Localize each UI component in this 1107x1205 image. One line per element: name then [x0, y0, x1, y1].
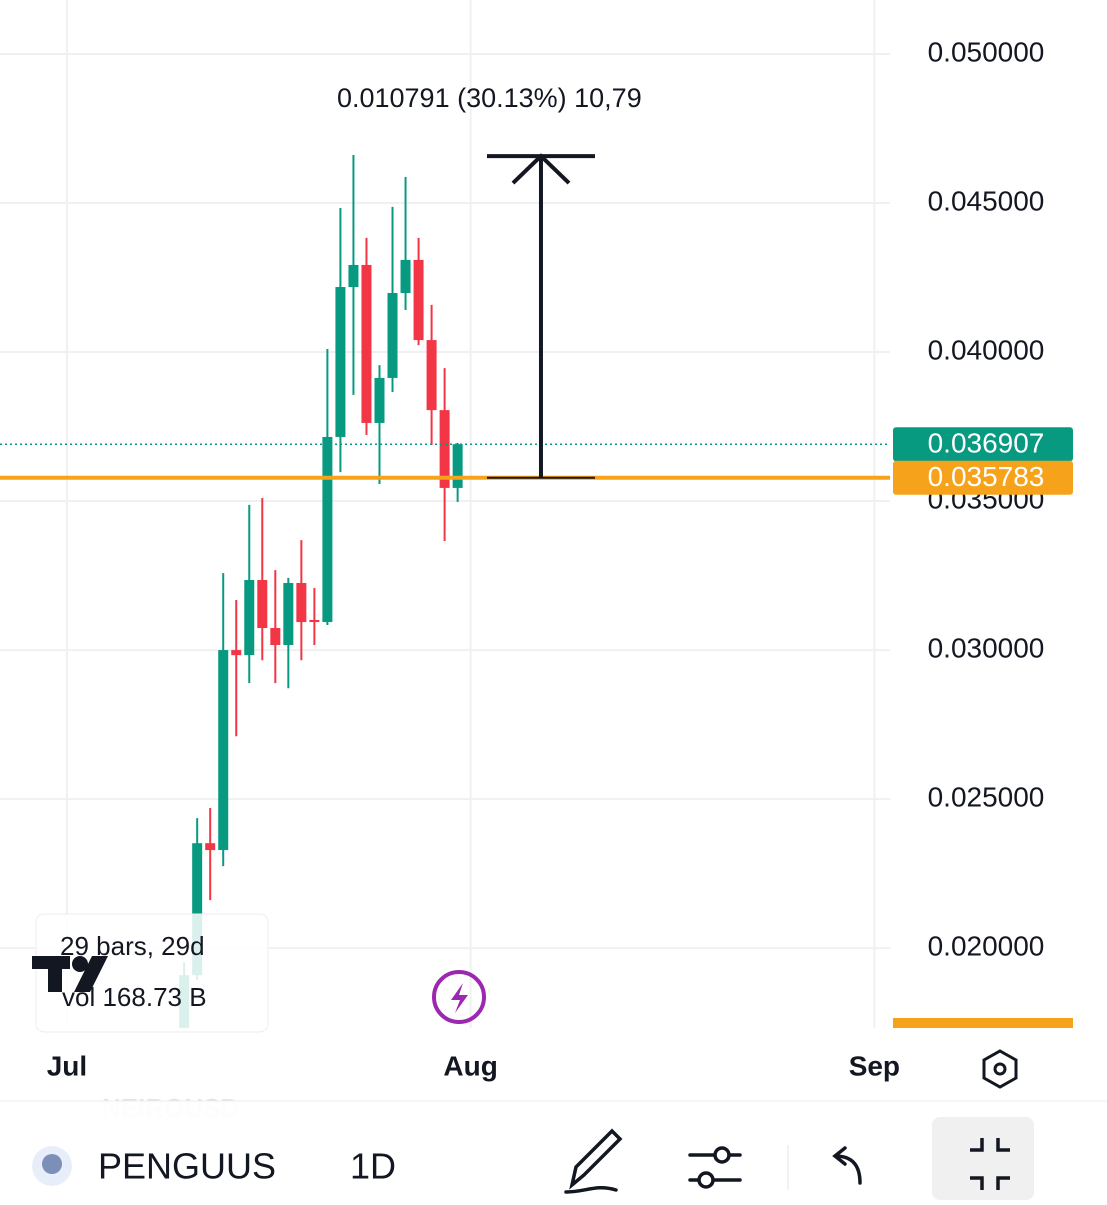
symbol[interactable]: PENGUUS [98, 1146, 276, 1187]
x-tick-label: Aug [443, 1050, 497, 1081]
candle-body [309, 619, 320, 623]
measure-head [511, 153, 571, 185]
candle-body [205, 843, 216, 851]
last-price-tag [893, 427, 1073, 462]
x-tick-label: Jul [47, 1050, 87, 1081]
y-tick-label: 0.030000 [928, 632, 1045, 663]
last-price-tag-label: 0.036907 [928, 428, 1045, 459]
info-bars: 29 bars, 29d [60, 931, 205, 961]
candle-body [348, 264, 359, 288]
candle-body [452, 444, 463, 488]
candle-body [270, 628, 281, 645]
x-tick-label: Sep [849, 1050, 900, 1081]
candle-body [413, 259, 424, 341]
candle-body [361, 264, 372, 423]
candle-body [439, 410, 450, 488]
candle-body [426, 340, 437, 411]
measure-label: 0.010791 (30.13%) 10,79 [337, 83, 642, 113]
slider-knob [697, 1171, 715, 1189]
candle-body [192, 843, 203, 976]
candle-body [400, 259, 411, 293]
candle-body [257, 580, 268, 629]
interval[interactable]: 1D [350, 1146, 396, 1187]
y-tick-label: 0.050000 [928, 36, 1045, 67]
level-tag-label: 0.035783 [928, 461, 1045, 492]
candle-body [283, 583, 294, 645]
candle-body [387, 292, 398, 378]
offscreen-price-tag [893, 1018, 1073, 1028]
symbol-icon[interactable] [32, 1146, 72, 1186]
candle-body [218, 650, 229, 851]
tv-logo [32, 956, 108, 992]
collapse-icon [970, 1138, 1010, 1190]
candle-body [335, 287, 346, 437]
candle-body [244, 580, 255, 656]
level-tag [893, 460, 1073, 495]
info-box: 29 bars, 29d vol 168.73 B [35, 913, 269, 1033]
y-tick-label: 0.045000 [928, 185, 1045, 216]
lightning-icon[interactable] [432, 970, 486, 1024]
candle-body [322, 436, 333, 623]
draw-icon[interactable] [564, 1128, 623, 1194]
y-tick-label: 0.020000 [928, 931, 1045, 962]
candle-body [231, 650, 242, 656]
candle-body [374, 377, 385, 423]
undo-icon[interactable] [832, 1146, 862, 1185]
y-tick-label: 0.040000 [928, 334, 1045, 365]
y-tick-label: 0.025000 [928, 781, 1045, 812]
slider-knob [713, 1146, 731, 1164]
toolbar [0, 1101, 1107, 1200]
candle-body [296, 583, 307, 623]
settings-icon[interactable] [982, 1049, 1018, 1089]
